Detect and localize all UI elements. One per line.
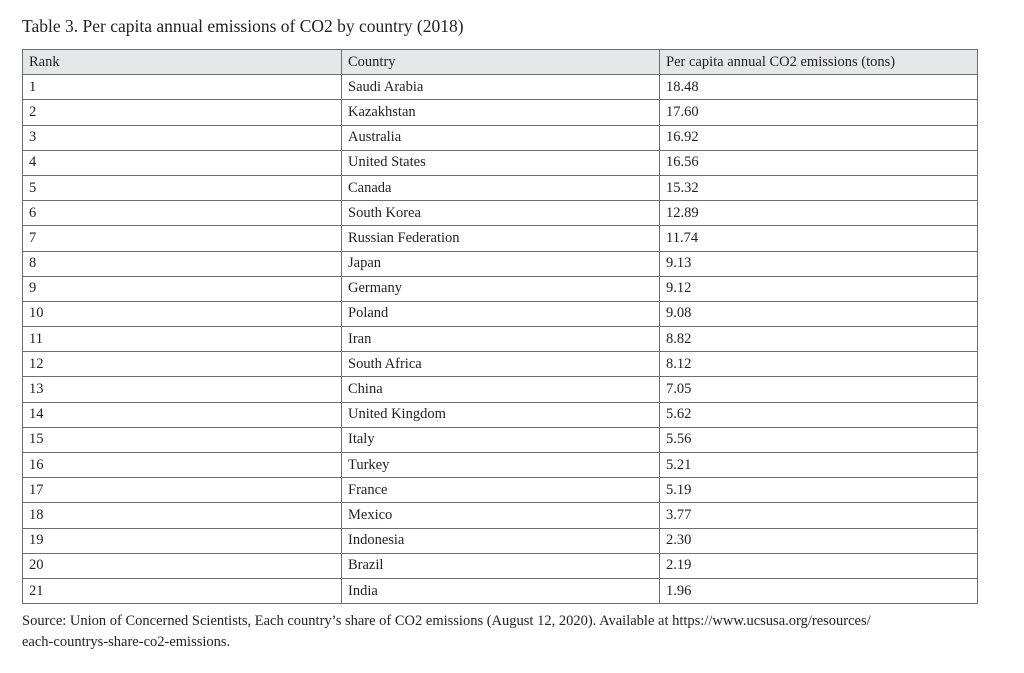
cell-emissions: 2.19 bbox=[659, 552, 978, 579]
cell-rank: 19 bbox=[22, 527, 342, 554]
table-row: 18 Mexico 3.77 bbox=[22, 502, 978, 529]
header-emissions: Per capita annual CO2 emissions (tons) bbox=[659, 48, 978, 76]
cell-country: Saudi Arabia bbox=[341, 74, 660, 101]
table-row: 20 Brazil 2.19 bbox=[22, 552, 978, 579]
cell-emissions: 1.96 bbox=[659, 577, 978, 605]
table-header: Rank Country Per capita annual CO2 emiss… bbox=[22, 48, 978, 76]
header-rank: Rank bbox=[22, 48, 342, 76]
table-row: 16 Turkey 5.21 bbox=[22, 451, 978, 479]
cell-country: Kazakhstan bbox=[341, 99, 660, 126]
cell-emissions: 7.05 bbox=[659, 376, 978, 403]
cell-country: France bbox=[341, 477, 660, 504]
source-line-2: each-countrys-share-co2-emissions. bbox=[22, 634, 231, 650]
cell-emissions: 5.21 bbox=[659, 451, 978, 479]
table-row: 17 France 5.19 bbox=[22, 477, 978, 504]
cell-rank: 16 bbox=[22, 451, 342, 479]
cell-country: Poland bbox=[341, 300, 660, 328]
table-row: 4 United States 16.56 bbox=[22, 149, 978, 176]
cell-rank: 7 bbox=[22, 225, 342, 252]
header-country: Country bbox=[341, 48, 660, 76]
cell-emissions: 17.60 bbox=[659, 99, 978, 126]
cell-emissions: 16.56 bbox=[659, 149, 978, 176]
table-row: 3 Australia 16.92 bbox=[22, 124, 978, 151]
cell-emissions: 11.74 bbox=[659, 225, 978, 252]
emissions-table: Rank Country Per capita annual CO2 emiss… bbox=[22, 48, 978, 605]
table-row: 11 Iran 8.82 bbox=[22, 326, 978, 353]
cell-country: Japan bbox=[341, 250, 660, 277]
cell-emissions: 15.32 bbox=[659, 174, 978, 202]
table-body: 1 Saudi Arabia 18.48 2 Kazakhstan 17.60 3 Austr… bbox=[22, 74, 978, 605]
cell-country: India bbox=[341, 577, 660, 605]
table-row: 6 South Korea 12.89 bbox=[22, 200, 978, 227]
cell-rank: 11 bbox=[22, 326, 342, 353]
cell-rank: 20 bbox=[22, 552, 342, 579]
table-row: 5 Canada 15.32 bbox=[22, 174, 978, 202]
table-row: 2 Kazakhstan 17.60 bbox=[22, 99, 978, 126]
table-row: 21 India 1.96 bbox=[22, 577, 978, 605]
table-row: 15 Italy 5.56 bbox=[22, 426, 978, 454]
cell-rank: 13 bbox=[22, 376, 342, 403]
cell-emissions: 9.13 bbox=[659, 250, 978, 277]
cell-rank: 15 bbox=[22, 426, 342, 454]
cell-emissions: 9.12 bbox=[659, 275, 978, 302]
header-row: Rank Country Per capita annual CO2 emiss… bbox=[22, 48, 978, 76]
source-note: Source: Union of Concerned Scientists, E… bbox=[22, 611, 992, 653]
table-row: 1 Saudi Arabia 18.48 bbox=[22, 74, 978, 101]
cell-country: Brazil bbox=[341, 552, 660, 579]
cell-rank: 2 bbox=[22, 99, 342, 126]
cell-rank: 12 bbox=[22, 351, 342, 378]
cell-country: United Kingdom bbox=[341, 401, 660, 428]
cell-emissions: 5.56 bbox=[659, 426, 978, 454]
cell-country: United States bbox=[341, 149, 660, 176]
cell-country: Mexico bbox=[341, 502, 660, 529]
table-caption: Table 3. Per capita annual emissions of … bbox=[22, 16, 464, 36]
cell-country: South Africa bbox=[341, 351, 660, 378]
cell-emissions: 8.12 bbox=[659, 351, 978, 378]
source-line-1: Source: Union of Concerned Scientists, E… bbox=[22, 613, 871, 629]
cell-rank: 14 bbox=[22, 401, 342, 428]
table-row: 12 South Africa 8.12 bbox=[22, 351, 978, 378]
cell-emissions: 3.77 bbox=[659, 502, 978, 529]
cell-country: Russian Federation bbox=[341, 225, 660, 252]
cell-country: Australia bbox=[341, 124, 660, 151]
table-row: 14 United Kingdom 5.62 bbox=[22, 401, 978, 428]
cell-rank: 1 bbox=[22, 74, 342, 101]
table-row: 13 China 7.05 bbox=[22, 376, 978, 403]
cell-rank: 17 bbox=[22, 477, 342, 504]
cell-emissions: 16.92 bbox=[659, 124, 978, 151]
cell-emissions: 5.19 bbox=[659, 477, 978, 504]
cell-country: China bbox=[341, 376, 660, 403]
table-row: 9 Germany 9.12 bbox=[22, 275, 978, 302]
table-row: 19 Indonesia 2.30 bbox=[22, 527, 978, 554]
cell-emissions: 2.30 bbox=[659, 527, 978, 554]
cell-rank: 3 bbox=[22, 124, 342, 151]
cell-country: South Korea bbox=[341, 200, 660, 227]
cell-emissions: 9.08 bbox=[659, 300, 978, 328]
cell-emissions: 12.89 bbox=[659, 200, 978, 227]
table-row: 7 Russian Federation 11.74 bbox=[22, 225, 978, 252]
cell-emissions: 18.48 bbox=[659, 74, 978, 101]
cell-rank: 5 bbox=[22, 174, 342, 202]
table-row: 8 Japan 9.13 bbox=[22, 250, 978, 277]
cell-country: Iran bbox=[341, 326, 660, 353]
cell-rank: 18 bbox=[22, 502, 342, 529]
cell-country: Italy bbox=[341, 426, 660, 454]
cell-country: Turkey bbox=[341, 451, 660, 479]
cell-rank: 9 bbox=[22, 275, 342, 302]
cell-emissions: 8.82 bbox=[659, 326, 978, 353]
cell-country: Germany bbox=[341, 275, 660, 302]
cell-country: Canada bbox=[341, 174, 660, 202]
cell-country: Indonesia bbox=[341, 527, 660, 554]
cell-emissions: 5.62 bbox=[659, 401, 978, 428]
cell-rank: 8 bbox=[22, 250, 342, 277]
cell-rank: 21 bbox=[22, 577, 342, 605]
cell-rank: 6 bbox=[22, 200, 342, 227]
cell-rank: 10 bbox=[22, 300, 342, 328]
cell-rank: 4 bbox=[22, 149, 342, 176]
table-row: 10 Poland 9.08 bbox=[22, 300, 978, 328]
